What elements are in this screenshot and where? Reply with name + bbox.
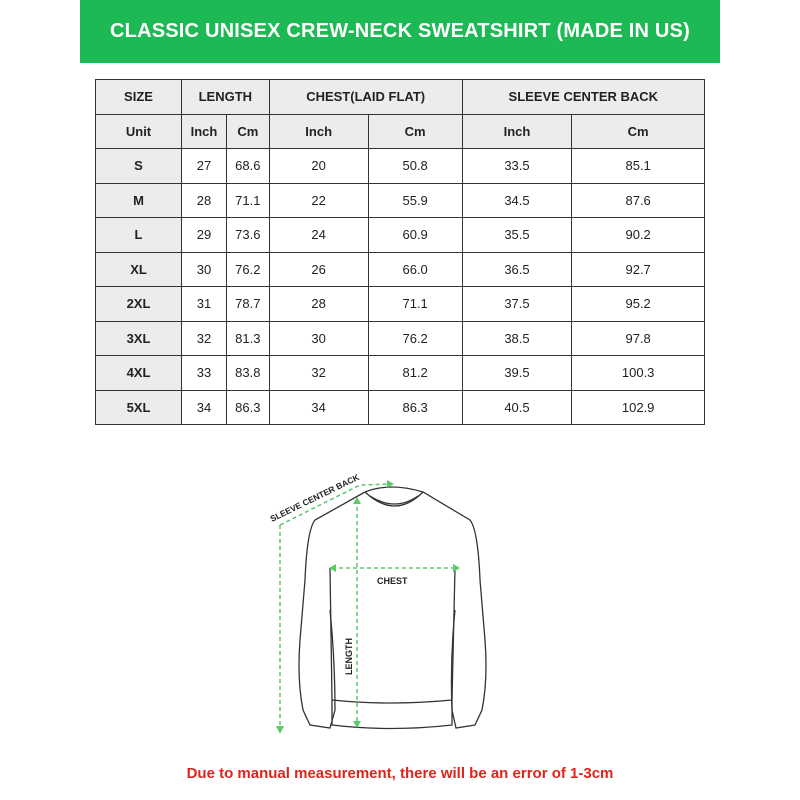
size-cell: 5XL	[95, 389, 182, 425]
unit-cell: Cm	[571, 113, 705, 149]
value-cell: 20	[268, 148, 369, 184]
value-cell: 83.8	[225, 355, 270, 391]
size-cell: 2XL	[95, 286, 182, 322]
size-cell: 3XL	[95, 320, 182, 356]
value-cell: 86.3	[225, 389, 270, 425]
value-cell: 50.8	[367, 148, 463, 184]
sweatshirt-diagram: SLEEVE CENTER BACK CHEST LENGTH	[268, 472, 487, 734]
value-cell: 35.5	[461, 217, 573, 253]
unit-cell: Inch	[461, 113, 573, 149]
table-row: 4XL 33 83.8 32 81.2 39.5 100.3	[95, 355, 705, 391]
value-cell: 92.7	[571, 251, 705, 287]
header-length: LENGTH	[181, 79, 270, 115]
unit-cell: Cm	[225, 113, 270, 149]
unit-cell: Cm	[367, 113, 463, 149]
value-cell: 71.1	[225, 182, 270, 218]
measurement-note: Due to manual measurement, there will be…	[186, 765, 614, 782]
value-cell: 30	[268, 320, 369, 356]
table-row: S 27 68.6 20 50.8 33.5 85.1	[95, 148, 705, 184]
value-cell: 66.0	[367, 251, 463, 287]
header-chest: CHEST(LAID FLAT)	[268, 79, 463, 115]
title: CLASSIC UNISEX CREW-NECK SWEATSHIRT (MAD…	[110, 20, 690, 42]
value-cell: 27	[181, 148, 227, 184]
size-table: SIZE LENGTH CHEST(LAID FLAT) SLEEVE CENT…	[95, 79, 706, 425]
size-cell: L	[95, 217, 182, 253]
size-cell: S	[95, 148, 182, 184]
table-row: 2XL 31 78.7 28 71.1 37.5 95.2	[95, 286, 705, 322]
header-size: SIZE	[95, 79, 182, 115]
value-cell: 32	[268, 355, 369, 391]
chest-label: CHEST	[377, 576, 408, 586]
value-cell: 76.2	[225, 251, 270, 287]
unit-row: Unit Inch Cm Inch Cm Inch Cm	[95, 113, 705, 149]
value-cell: 36.5	[461, 251, 573, 287]
value-cell: 81.2	[367, 355, 463, 391]
header-sleeve: SLEEVE CENTER BACK	[461, 79, 706, 115]
value-cell: 76.2	[367, 320, 463, 356]
value-cell: 37.5	[461, 286, 573, 322]
size-cell: M	[95, 182, 182, 218]
arrowheads	[276, 480, 460, 734]
value-cell: 34	[181, 389, 227, 425]
value-cell: 95.2	[571, 286, 705, 322]
value-cell: 100.3	[571, 355, 705, 391]
value-cell: 34.5	[461, 182, 573, 218]
value-cell: 38.5	[461, 320, 573, 356]
value-cell: 24	[268, 217, 369, 253]
value-cell: 78.7	[225, 286, 270, 322]
value-cell: 29	[181, 217, 227, 253]
value-cell: 60.9	[367, 217, 463, 253]
unit-cell: Inch	[181, 113, 227, 149]
unit-cell: Inch	[268, 113, 369, 149]
group-header-row: SIZE LENGTH CHEST(LAID FLAT) SLEEVE CENT…	[95, 79, 706, 115]
value-cell: 22	[268, 182, 369, 218]
value-cell: 33	[181, 355, 227, 391]
value-cell: 97.8	[571, 320, 705, 356]
value-cell: 32	[181, 320, 227, 356]
table-row: XL 30 76.2 26 66.0 36.5 92.7	[95, 251, 705, 287]
value-cell: 31	[181, 286, 227, 322]
size-cell: XL	[95, 251, 182, 287]
value-cell: 86.3	[367, 389, 463, 425]
value-cell: 85.1	[571, 148, 705, 184]
value-cell: 33.5	[461, 148, 573, 184]
measurement-arrows	[279, 483, 457, 730]
value-cell: 73.6	[225, 217, 270, 253]
value-cell: 30	[181, 251, 227, 287]
table-row: M 28 71.1 22 55.9 34.5 87.6	[95, 182, 705, 218]
sleeve-label: SLEEVE CENTER BACK	[268, 472, 361, 524]
size-cell: 4XL	[95, 355, 182, 391]
table-row: L 29 73.6 24 60.9 35.5 90.2	[95, 217, 705, 253]
value-cell: 28	[268, 286, 369, 322]
unit-cell: Unit	[95, 113, 182, 149]
value-cell: 26	[268, 251, 369, 287]
value-cell: 28	[181, 182, 227, 218]
value-cell: 34	[268, 389, 369, 425]
value-cell: 39.5	[461, 355, 573, 391]
sweatshirt-outline-icon	[298, 486, 487, 730]
value-cell: 102.9	[571, 389, 705, 425]
value-cell: 71.1	[367, 286, 463, 322]
table-row: 3XL 32 81.3 30 76.2 38.5 97.8	[95, 320, 705, 356]
value-cell: 81.3	[225, 320, 270, 356]
value-cell: 90.2	[571, 217, 705, 253]
value-cell: 55.9	[367, 182, 463, 218]
table-row: 5XL 34 86.3 34 86.3 40.5 102.9	[95, 389, 705, 425]
value-cell: 40.5	[461, 389, 573, 425]
title-banner: CLASSIC UNISEX CREW-NECK SWEATSHIRT (MAD…	[80, 0, 720, 63]
value-cell: 68.6	[225, 148, 270, 184]
value-cell: 87.6	[571, 182, 705, 218]
length-label: LENGTH	[344, 638, 354, 675]
